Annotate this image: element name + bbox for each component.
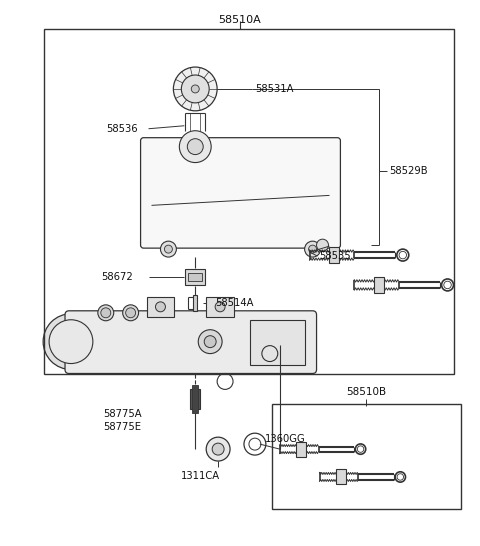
Text: 58529B: 58529B xyxy=(389,165,428,175)
Circle shape xyxy=(101,308,111,318)
Bar xyxy=(190,389,200,410)
Circle shape xyxy=(126,308,136,318)
Circle shape xyxy=(198,330,222,354)
Bar xyxy=(250,320,305,365)
Bar xyxy=(185,269,205,285)
Circle shape xyxy=(156,302,166,312)
Circle shape xyxy=(206,437,230,461)
Circle shape xyxy=(43,314,99,370)
Circle shape xyxy=(187,139,203,155)
Circle shape xyxy=(180,130,211,163)
Circle shape xyxy=(215,302,225,312)
Bar xyxy=(146,297,174,317)
Circle shape xyxy=(165,245,172,253)
Bar xyxy=(188,273,202,281)
Bar xyxy=(206,297,234,317)
Circle shape xyxy=(212,443,224,455)
Text: 58536: 58536 xyxy=(106,124,137,134)
Circle shape xyxy=(204,336,216,348)
Text: 58514A: 58514A xyxy=(215,298,253,308)
Bar xyxy=(192,385,198,413)
Bar xyxy=(336,470,346,484)
Circle shape xyxy=(309,245,316,253)
Circle shape xyxy=(160,241,176,257)
Bar xyxy=(44,29,454,375)
Bar xyxy=(296,442,306,456)
Text: 1360GG: 1360GG xyxy=(265,434,306,444)
Text: 1311CA: 1311CA xyxy=(180,471,220,481)
Circle shape xyxy=(316,239,328,251)
Circle shape xyxy=(98,305,114,321)
Circle shape xyxy=(192,85,199,93)
Circle shape xyxy=(181,75,209,103)
Text: 58775A: 58775A xyxy=(103,410,142,419)
FancyBboxPatch shape xyxy=(65,311,316,373)
Bar xyxy=(374,277,384,293)
Text: 58510B: 58510B xyxy=(346,387,386,397)
FancyBboxPatch shape xyxy=(141,138,340,248)
Bar xyxy=(272,405,461,509)
Circle shape xyxy=(305,241,321,257)
Text: 58535: 58535 xyxy=(320,251,351,261)
Text: 58531A: 58531A xyxy=(255,84,293,94)
Bar xyxy=(193,295,197,311)
Text: 58510A: 58510A xyxy=(218,15,262,25)
Bar xyxy=(329,247,339,263)
Text: 58672: 58672 xyxy=(101,272,132,282)
Circle shape xyxy=(173,67,217,111)
Text: 58775E: 58775E xyxy=(103,422,141,432)
Circle shape xyxy=(123,305,139,321)
Circle shape xyxy=(49,320,93,364)
